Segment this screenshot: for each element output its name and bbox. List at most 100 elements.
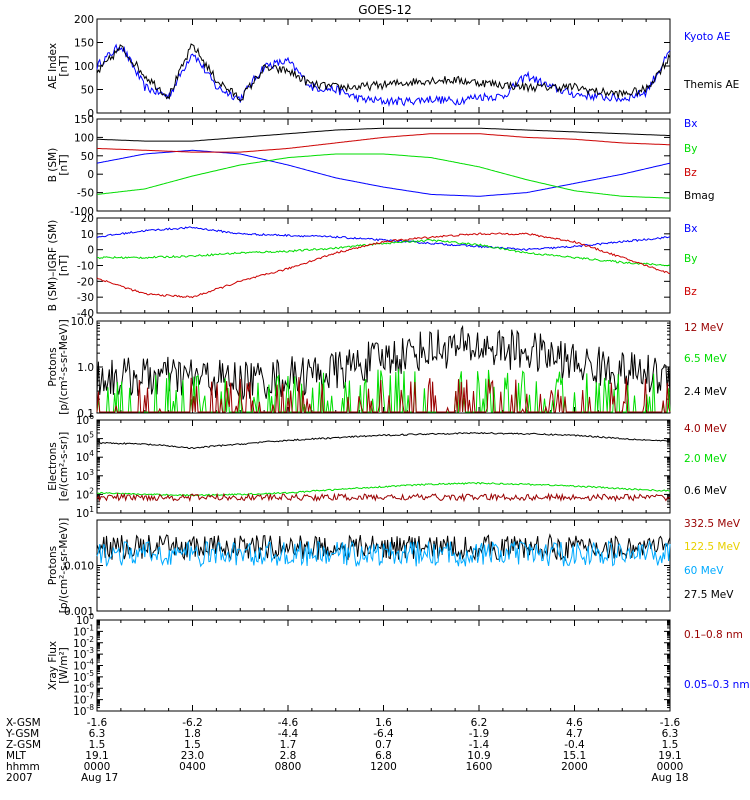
legend-bx: Bx (684, 223, 697, 235)
x-row-value: 1600 (466, 761, 493, 773)
y-tick-label: 105 (76, 431, 94, 446)
y-tick-label: 10 (81, 229, 94, 241)
x-row-value: 0000 (657, 761, 684, 773)
y-tick-label: 0 (87, 169, 94, 181)
legend-bmag: Bmag (684, 190, 715, 202)
series-line-electrons-0-6-mev (96, 431, 671, 450)
y-tick-label: 20 (81, 213, 94, 225)
y-axis-label: [e/(cm²-s-sr)] (58, 432, 70, 501)
y-tick-label: 1.0 (77, 362, 94, 374)
x-row-value: 6.8 (375, 750, 392, 762)
legend-bz: Bz (684, 167, 697, 179)
x-row-value: 0000 (84, 761, 111, 773)
y-tick-label: 10-7 (73, 692, 94, 707)
x-row-value: 0400 (179, 761, 206, 773)
y-tick-label: 10-1 (73, 623, 94, 638)
legend-60-mev: 60 MeV (684, 565, 724, 577)
y-axis-label: [p/(cm²-s-sr-MeV)] (58, 518, 70, 613)
legend-themis-ae: Themis AE (683, 79, 739, 91)
x-row-label: Y-GSM (5, 728, 39, 740)
x-row-value: 6.2 (471, 717, 488, 729)
series-line-protons_high-60-mev (96, 540, 671, 568)
legend-12-mev: 12 MeV (684, 322, 724, 334)
series-line-bgrf-bz (96, 232, 671, 299)
x-row-value: Aug 18 (651, 772, 688, 784)
y-axis-label: [nT] (58, 255, 70, 276)
legend-2-0-mev: 2.0 MeV (684, 453, 728, 465)
series-line-bsm-by (96, 153, 670, 199)
series-line-protons_low-12-mev (96, 377, 671, 413)
x-row-value: 2.8 (280, 750, 297, 762)
legend-by: By (684, 253, 697, 265)
legend-bz: Bz (684, 286, 697, 298)
y-tick-label: 10-4 (73, 658, 94, 673)
series-line-electrons-2-0-mev (96, 481, 671, 497)
y-tick-label: 10-8 (73, 703, 94, 718)
x-row-label: Z-GSM (6, 739, 41, 751)
y-tick-label: 100 (74, 132, 94, 144)
y-axis-label: [nT] (58, 55, 70, 76)
panel-bgrf: -40 -30 -20 -10 0 10 20 B (SM)–IGRF (SM) [nT] Bx B… (47, 213, 697, 320)
legend-0-05-0-3-nm: 0.05–0.3 nm (684, 679, 750, 691)
figure-title: GOES-12 (358, 3, 412, 17)
x-row-value: 0800 (275, 761, 302, 773)
x-row-value: -6.4 (373, 728, 394, 740)
panel-protons_low: 0.1 1.0 10.0 Protons [p/(cm²-s-sr-MeV)] 12 Me… (47, 316, 728, 420)
y-tick-label: 104 (76, 449, 94, 464)
y-tick-label: 150 (74, 114, 94, 126)
y-axis-label: Xray Flux (47, 641, 59, 690)
y-axis-label: B (SM)–IGRF (SM) (47, 220, 59, 312)
x-row-value: -1.6 (87, 717, 108, 729)
y-tick-label: 10-2 (73, 635, 94, 650)
y-tick-label: 10.0 (71, 316, 94, 328)
x-row-value: 23.0 (181, 750, 204, 762)
legend-2-4-mev: 2.4 MeV (684, 386, 728, 398)
x-row-value: 15.1 (563, 750, 586, 762)
y-axis-label: [nT] (58, 154, 70, 175)
x-row-value: 2000 (561, 761, 588, 773)
x-row-label: hhmm (6, 761, 40, 773)
y-tick-label: 150 (74, 38, 94, 50)
panel-frame (96, 217, 671, 314)
y-tick-label: 0.001 (64, 606, 94, 618)
legend-6-5-mev: 6.5 MeV (684, 353, 728, 365)
panel-electrons: 101 102 103 104 105 106 Electrons [e/(cm²-s-sr)… (47, 412, 728, 520)
legend-0-1-0-8-nm: 0.1–0.8 nm (684, 629, 743, 641)
x-row-value: -0.4 (564, 739, 585, 751)
series-line-protons_high-27-5-mev (96, 533, 671, 562)
x-row-value: -6.2 (182, 717, 203, 729)
x-row-value: -1.4 (469, 739, 490, 751)
y-tick-label: 102 (76, 486, 94, 501)
x-row-value: 6.3 (662, 728, 679, 740)
y-tick-label: -50 (77, 188, 94, 200)
legend-122-5-mev: 122.5 MeV (684, 541, 741, 553)
y-tick-label: 10-3 (73, 646, 94, 661)
panel-frame (96, 519, 671, 612)
panel-frame (96, 118, 671, 212)
legend-kyoto-ae: Kyoto AE (684, 31, 730, 43)
x-row-value: 0.7 (375, 739, 392, 751)
y-tick-label: 0 (87, 245, 94, 257)
panel-protons_high: 0.001 0.010 Protons [p/(cm²-s-sr-MeV)] 332.5… (47, 518, 741, 618)
x-row-label: X-GSM (6, 717, 41, 729)
x-row-label: MLT (6, 750, 26, 762)
series-line-bgrf-by (97, 238, 671, 267)
y-tick-label: 100 (74, 61, 94, 73)
y-axis-label: B (SM) (47, 148, 59, 182)
series-line-bsm-bz (96, 133, 671, 153)
y-tick-label: 0.010 (64, 561, 94, 573)
y-axis-label: [W/m²] (58, 647, 70, 684)
x-axis-table: X-GSM -1.6 -6.2 -4.6 1.6 6.2 4.6 -1.6Y-GSM 6.3 1.… (5, 717, 689, 784)
y-tick-label: 103 (76, 468, 94, 483)
legend-27-5-mev: 27.5 MeV (684, 589, 734, 601)
x-row-value: 1.5 (89, 739, 106, 751)
x-row-value: 1.5 (662, 739, 679, 751)
y-tick-label: -20 (77, 276, 94, 288)
series-line-ae-kyoto-ae (96, 43, 671, 107)
y-tick-label: 10-5 (73, 669, 94, 684)
x-row-value: 19.1 (85, 750, 108, 762)
legend-by: By (684, 143, 697, 155)
